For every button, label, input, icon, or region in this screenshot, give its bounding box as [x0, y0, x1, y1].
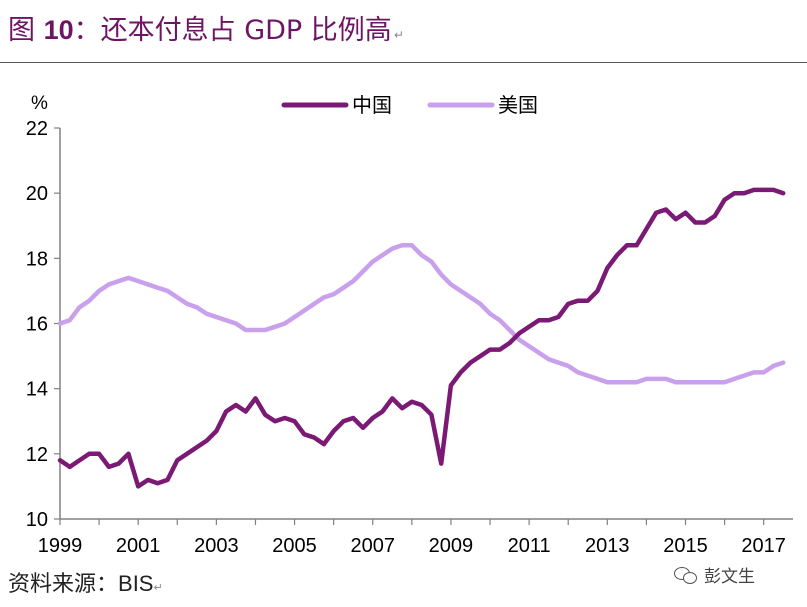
series-line-china	[57, 187, 786, 489]
series-line-us	[57, 243, 786, 385]
watermark: 彭文生	[674, 562, 755, 587]
x-tick-labels: 1999 2001 2003 2005 2007 2009 2011 2013 2015 2017	[38, 535, 786, 557]
figure-number: 10	[43, 15, 74, 45]
y-tick-labels: 10 12 14 16 18 20 22	[26, 118, 48, 531]
x-tick-label: 2001	[116, 535, 161, 557]
series-lines	[57, 187, 786, 489]
return-mark-icon: ↵	[393, 28, 404, 42]
source-value: BIS	[118, 571, 154, 596]
x-tick-label: 1999	[38, 535, 83, 557]
figure-title-text: ：还本付息占 GDP 比例高	[73, 15, 392, 46]
figure-title-prefix: 图	[8, 15, 44, 46]
source-note: 资料来源：BIS↵	[8, 566, 163, 598]
x-tick-label: 2017	[741, 535, 786, 557]
title-divider	[0, 62, 807, 63]
x-tick-label: 2009	[429, 535, 474, 557]
x-tick-label: 2011	[508, 535, 551, 557]
chart-axes	[54, 127, 793, 525]
y-tick-label: 20	[26, 183, 48, 205]
watermark-text: 彭文生	[704, 567, 755, 587]
y-tick-label: 18	[26, 248, 48, 270]
x-tick-label: 2013	[585, 535, 630, 557]
y-tick-label: 16	[26, 314, 48, 336]
x-tick-label: 2015	[663, 535, 708, 557]
y-tick-label: 12	[26, 444, 48, 466]
x-tick-label: 2007	[350, 535, 395, 557]
x-tick-label: 2005	[272, 535, 317, 557]
source-label: 资料来源：	[8, 572, 119, 597]
y-tick-label: 14	[26, 379, 48, 401]
wechat-icon	[674, 565, 698, 585]
figure-title: 图 10：还本付息占 GDP 比例高 ↵	[8, 8, 404, 47]
return-mark-icon: ↵	[153, 581, 163, 594]
legend-label: 美国	[498, 93, 538, 117]
y-axis-unit: %	[31, 93, 48, 114]
y-tick-label: 10	[26, 509, 48, 531]
y-tick-label: 22	[26, 118, 48, 140]
legend-label: 中国	[352, 93, 392, 117]
legend: 中国 美国	[281, 93, 538, 117]
x-tick-label: 2003	[194, 535, 239, 557]
